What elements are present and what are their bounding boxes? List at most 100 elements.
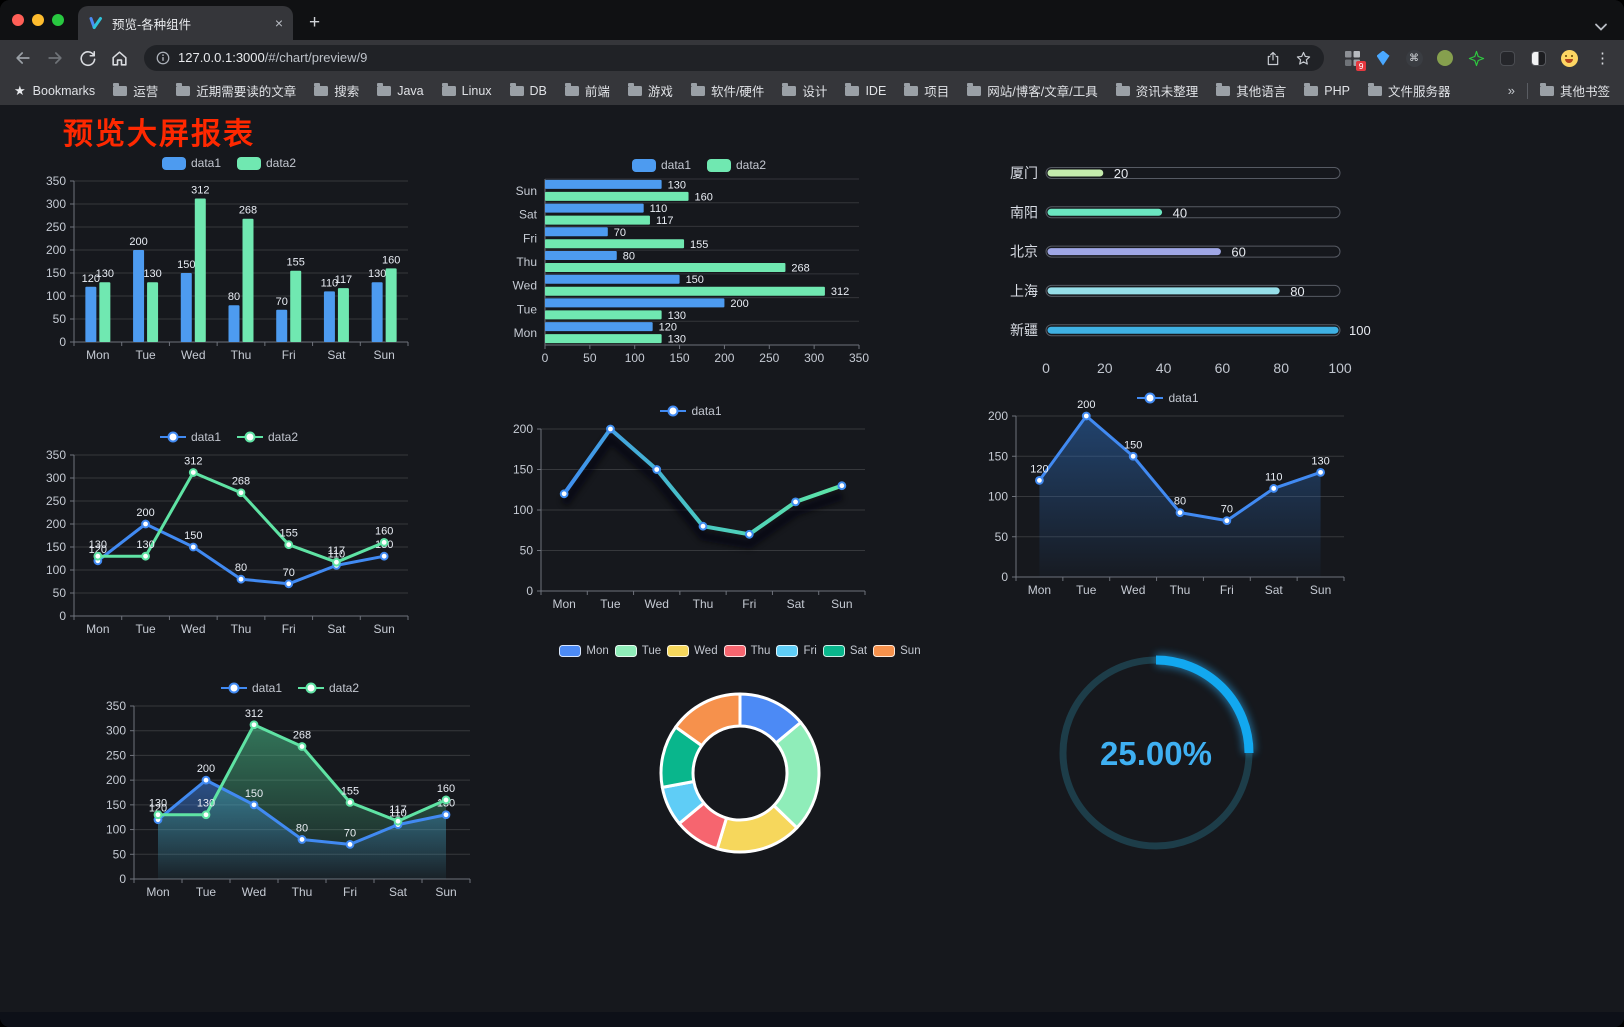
share-icon[interactable]: [1265, 50, 1281, 67]
legend-item[interactable]: Sat: [822, 645, 867, 657]
chart-progress-bars[interactable]: 厦门 20 南阳 40 北京 60 上海 80 新疆 100 0 20 40 60 80 100: [998, 157, 1371, 389]
other-bookmarks-folder[interactable]: 其他书签: [1539, 81, 1610, 100]
chart-canvas[interactable]: 0 50 100 150 200 250 300 350 Mon Tue Wed Thu Fri Sat S…: [98, 698, 482, 903]
browser-tab[interactable]: 预览-各种组件 ×: [78, 6, 293, 40]
folder-icon: [1304, 83, 1319, 96]
bookmark-folder[interactable]: 搜索: [314, 81, 359, 100]
chart-area-line[interactable]: data1 0 50 100 150 200 Mon Tue Wed Thu Fri Sat Sun 12…: [980, 388, 1356, 601]
bookmark-folder[interactable]: 项目: [904, 81, 949, 100]
extension-contrast-icon[interactable]: [1528, 48, 1548, 68]
legend-item[interactable]: Tue: [614, 645, 661, 657]
bookmark-folder[interactable]: Java: [377, 83, 424, 98]
legend-item[interactable]: data1: [631, 158, 691, 172]
legend-item[interactable]: data1: [161, 156, 221, 170]
legend-item[interactable]: Fri: [776, 645, 817, 657]
legend-item[interactable]: data1: [1137, 391, 1199, 405]
bookmark-folder[interactable]: 其他语言: [1216, 81, 1286, 100]
new-tab-button[interactable]: +: [309, 12, 321, 33]
chart-canvas[interactable]: 0 50 100 150 200 250 300 350 Mon Tue Wed Thu Fri Sat S…: [38, 447, 420, 640]
bookmark-folder[interactable]: 网站/博客/文章/工具: [967, 81, 1098, 100]
reload-button[interactable]: [74, 45, 100, 71]
bookmarks-manager-item[interactable]: ★ Bookmarks: [14, 83, 95, 99]
legend-item[interactable]: Sun: [873, 645, 921, 657]
folder-icon: [377, 83, 392, 96]
legend-item[interactable]: data1: [159, 430, 221, 444]
bar: [85, 286, 97, 342]
bookmark-folder[interactable]: 文件服务器: [1367, 81, 1450, 100]
bookmark-star-icon[interactable]: [1295, 50, 1312, 67]
chart-gauge[interactable]: 25.00%: [1036, 633, 1276, 873]
chart-grouped-bar[interactable]: data1 data2 0 50 100 150 200 250 300 350 Mon Tue Wed…: [38, 153, 420, 366]
bookmark-folder[interactable]: 游戏: [627, 81, 673, 100]
gauge-progress: [1155, 655, 1254, 754]
bookmark-folder[interactable]: IDE: [845, 83, 886, 98]
chart-horizontal-bar[interactable]: data1 data2 Sun 130 160 Sat 110 117 Fri 70 155 Thu 8…: [505, 155, 893, 367]
legend-item[interactable]: data1: [660, 404, 722, 418]
home-button[interactable]: [106, 45, 132, 71]
folder-icon: [904, 83, 919, 96]
area-fill: [158, 724, 446, 879]
maximize-window-button[interactable]: [52, 14, 64, 26]
legend-item[interactable]: data2: [298, 681, 359, 695]
data-point: [297, 742, 307, 751]
legend-item[interactable]: data2: [707, 158, 766, 172]
chart-donut[interactable]: Mon Tue Wed Thu Fri Sat Sun: [540, 641, 940, 963]
extension-grid-icon[interactable]: 9: [1342, 48, 1366, 71]
extension-gem-icon[interactable]: [1373, 48, 1393, 68]
data-label: 200: [1077, 399, 1095, 411]
extension-olive-circle-icon[interactable]: [1435, 48, 1455, 68]
bookmark-folder[interactable]: 近期需要读的文章: [176, 81, 296, 100]
y-axis-label: 350: [46, 448, 66, 462]
chart-canvas[interactable]: 0 50 100 150 200 250 300 350 Mon Tue Wed Thu Fri Sat S…: [38, 173, 420, 366]
chart-line-two-series[interactable]: data1 data2 0 50 100 150 200 250 300 350 Mon Tue Wed…: [38, 427, 420, 640]
chart-canvas[interactable]: [540, 661, 940, 963]
tab-search-chevron-icon[interactable]: [1594, 22, 1608, 32]
axis-label: 80: [1273, 360, 1289, 376]
legend-item[interactable]: Wed: [667, 645, 718, 657]
legend-item[interactable]: Thu: [723, 645, 770, 657]
bookmark-folder[interactable]: 运营: [113, 81, 158, 100]
bookmark-folder[interactable]: 软件/硬件: [690, 81, 764, 100]
y-axis-label: 100: [46, 289, 66, 303]
legend-item[interactable]: data1: [220, 681, 282, 695]
tab-close-icon[interactable]: ×: [274, 15, 283, 31]
chart-canvas[interactable]: 0 50 100 150 200 Mon Tue Wed Thu Fri Sat Sun: [505, 421, 877, 615]
bookmark-folder[interactable]: 前端: [564, 81, 610, 100]
chart-area-two-series[interactable]: data1 data2 0 50 100 150 200 250 300 350 Mon Tue Wed…: [98, 678, 482, 903]
back-button[interactable]: [10, 45, 36, 71]
bookmarks-overflow-chevron[interactable]: »: [1507, 83, 1515, 98]
progress-row-label: 南阳: [1010, 204, 1038, 220]
x-axis-label: Wed: [644, 597, 668, 611]
bookmark-folder[interactable]: DB: [509, 83, 547, 98]
site-info-icon[interactable]: [156, 51, 170, 65]
url-bar[interactable]: 127.0.0.1:3000/#/chart/preview/9: [144, 45, 1324, 71]
chart-canvas[interactable]: 0 50 100 150 200 Mon Tue Wed Thu Fri Sat Sun 120 200 1…: [980, 399, 1356, 601]
legend-item[interactable]: data2: [237, 430, 298, 444]
chart-canvas[interactable]: 厦门 20 南阳 40 北京 60 上海 80 新疆 100 0 20 40 60 80 100: [998, 157, 1371, 389]
data-point: [1269, 484, 1279, 493]
data-point: [141, 551, 150, 561]
bookmark-folder[interactable]: 资讯未整理: [1115, 81, 1198, 100]
legend-item[interactable]: data2: [237, 156, 296, 170]
extension-puzzle-icon[interactable]: [1497, 48, 1517, 68]
bookmark-folder[interactable]: 设计: [782, 81, 827, 100]
chart-canvas[interactable]: 25.00%: [1036, 633, 1276, 873]
y-axis-label: 150: [513, 463, 533, 477]
bar: [545, 215, 650, 225]
legend-item[interactable]: Mon: [559, 645, 609, 657]
minimize-window-button[interactable]: [32, 14, 44, 26]
extension-command-icon[interactable]: ⌘: [1404, 48, 1424, 68]
chart-gradient-line[interactable]: data1 0 50 100 150 200 Mon Tue Wed Thu Fri Sat Sun: [505, 401, 877, 615]
legend-circle: [228, 682, 240, 694]
extension-green-star-icon[interactable]: [1466, 48, 1486, 68]
x-axis-label: 250: [759, 351, 779, 365]
folder-icon: [1216, 83, 1231, 96]
extension-emoji-icon[interactable]: [1559, 48, 1579, 68]
bookmark-folder[interactable]: PHP: [1304, 83, 1350, 98]
bookmark-folder[interactable]: Linux: [441, 83, 492, 98]
close-window-button[interactable]: [12, 14, 24, 26]
forward-button[interactable]: [42, 45, 68, 71]
gauge-value: 25.00%: [1100, 735, 1212, 772]
browser-menu-icon[interactable]: ⋮: [1595, 50, 1610, 67]
